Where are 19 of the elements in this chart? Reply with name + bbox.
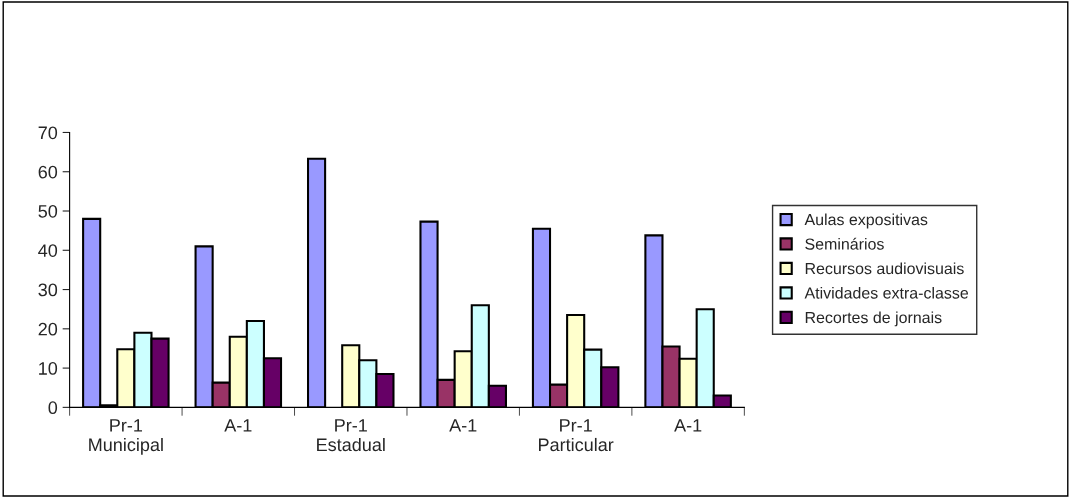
y-tick-label: 50 (38, 204, 58, 218)
y-tick-label: 0 (48, 401, 58, 415)
x-tick-label: Pr-1 Estadual (317, 419, 385, 452)
x-tick-label: A-1 (224, 419, 252, 432)
y-tick-label: 20 (38, 322, 58, 336)
y-tick-label: 10 (39, 362, 58, 375)
legend-label: Aulas expositivas (804, 213, 928, 229)
y-tick-label: 60 (38, 165, 58, 179)
x-tick-label: A-1 (449, 419, 477, 432)
y-tick-label: 40 (38, 244, 58, 257)
legend-label: Recortes de jornais (805, 311, 942, 327)
y-tick-label: 30 (38, 283, 58, 297)
legend-label: Recursos audiovisuais (805, 262, 964, 275)
x-tick-label: Pr-1 Municipal (89, 419, 163, 455)
legend-label: Atividades extra-classe (804, 286, 969, 299)
x-tick-label: A-1 (674, 419, 702, 432)
legend-label: Seminários (805, 237, 884, 250)
x-tick-label: Pr-1 Particular (539, 419, 614, 452)
y-tick-label: 70 (38, 126, 58, 140)
